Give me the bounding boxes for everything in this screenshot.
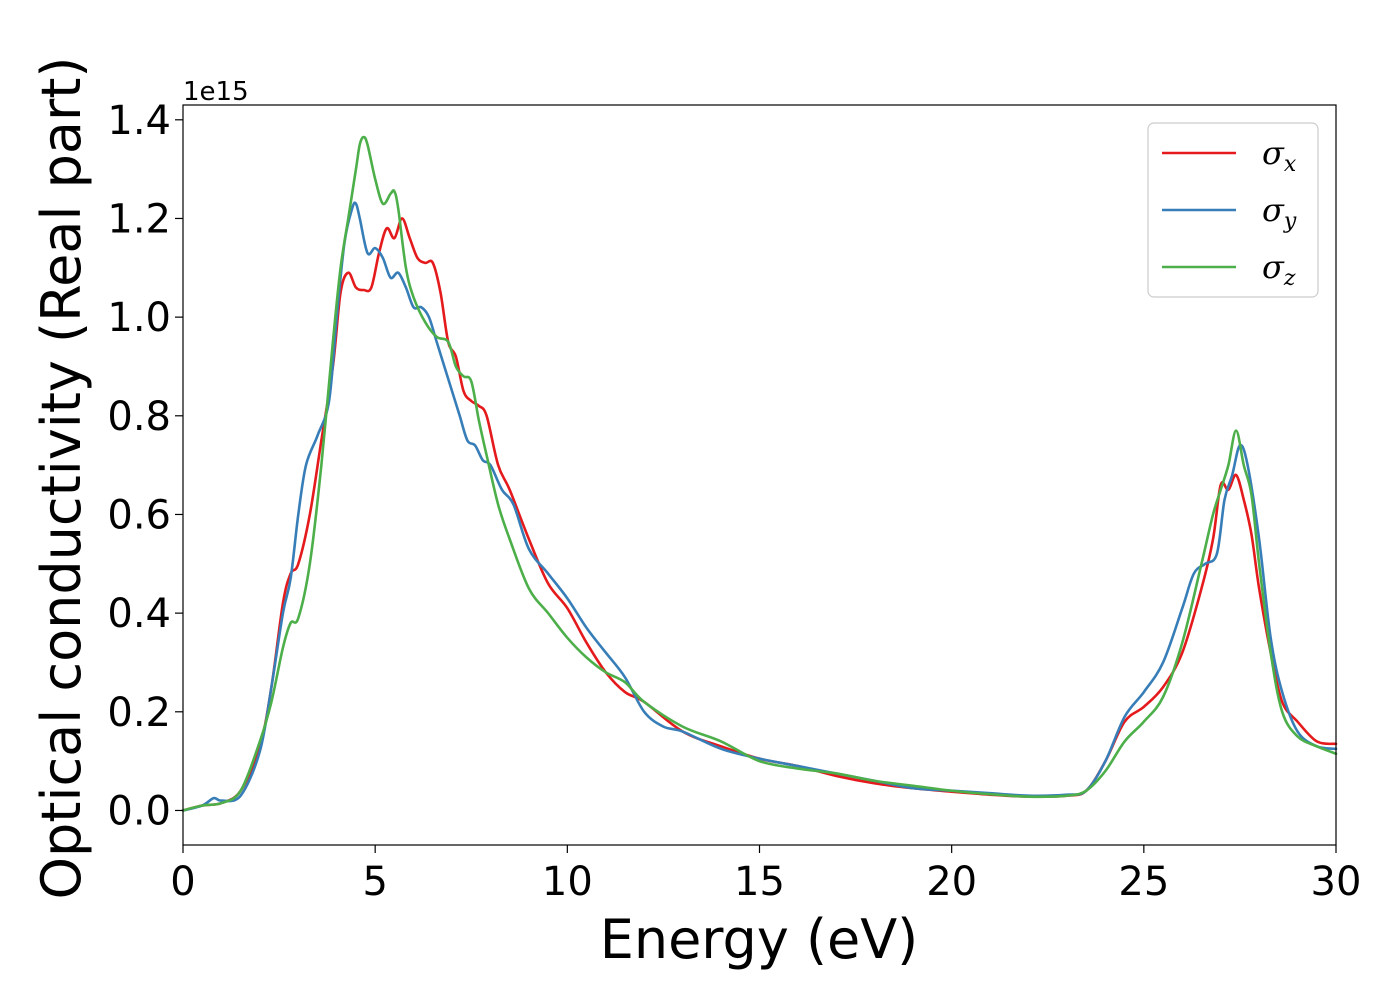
x-axis-title: Energy (eV) [600, 908, 919, 971]
y-offset-text: 1e15 [183, 77, 249, 107]
x-axis: 0 5 10 15 20 25 30 [170, 845, 1361, 905]
x-tick-label: 30 [1311, 859, 1362, 905]
legend-label-z: σz [1262, 248, 1296, 291]
x-tick-label: 5 [362, 859, 387, 905]
legend-label-x: σx [1262, 134, 1297, 177]
y-axis-title: Optical conductivity (Real part) [30, 57, 93, 900]
series-layer [181, 135, 1338, 812]
x-tick-label: 20 [926, 859, 977, 905]
series-line-z [181, 135, 1338, 812]
y-tick-label: 0.8 [107, 394, 171, 440]
y-axis: 0.0 0.2 0.4 0.6 0.8 1.0 1.2 1.4 [107, 98, 183, 834]
y-tick-label: 1.2 [107, 196, 171, 242]
y-tick-label: 1.4 [107, 98, 171, 144]
y-tick-label: 1.0 [107, 295, 171, 341]
y-tick-label: 0.6 [107, 492, 171, 538]
x-tick-label: 25 [1118, 859, 1169, 905]
x-tick-label: 0 [170, 859, 195, 905]
legend-items: σx σy σz [1162, 134, 1297, 291]
y-tick-label: 0.0 [107, 788, 171, 834]
x-tick-label: 15 [734, 859, 785, 905]
y-tick-label: 0.4 [107, 591, 171, 637]
series-line-y [181, 201, 1338, 812]
y-tick-label: 0.2 [107, 690, 171, 736]
legend: σx σy σz [1147, 122, 1319, 298]
x-tick-label: 10 [542, 859, 593, 905]
legend-label-y: σy [1262, 191, 1297, 234]
